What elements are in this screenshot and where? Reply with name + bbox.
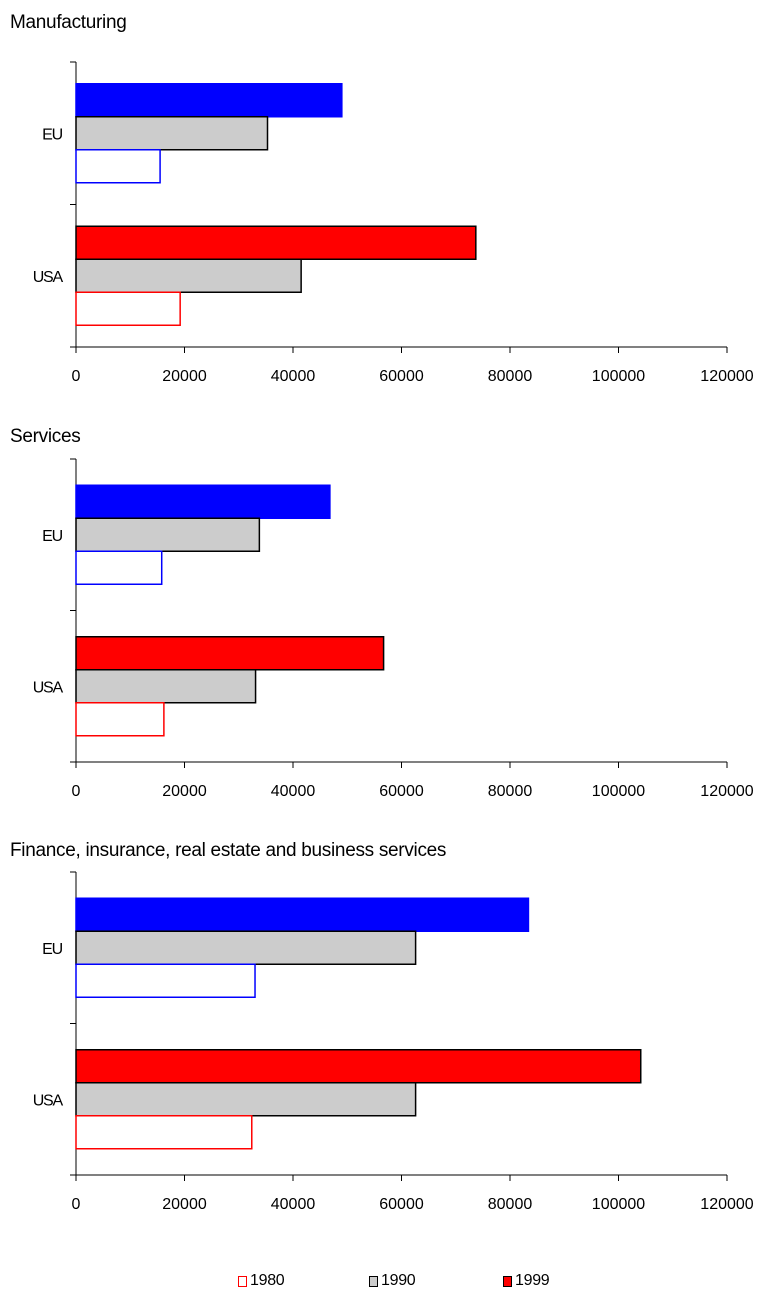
legend-item-1990: 1990 — [369, 1272, 416, 1290]
x-tick-label: 20000 — [162, 368, 207, 385]
bar-usa-1999 — [75, 636, 385, 671]
x-tick-label: 40000 — [271, 783, 316, 800]
bar-eu-1999 — [75, 484, 331, 519]
x-tick-label: 120000 — [700, 368, 753, 385]
bar-eu-1980 — [75, 550, 163, 585]
bar-usa-1990 — [75, 669, 257, 704]
bar-usa-1980 — [75, 1115, 253, 1150]
legend-item-1999: 1999 — [503, 1272, 550, 1290]
bar-usa-1990 — [75, 258, 302, 293]
bar-eu-1990 — [75, 517, 261, 552]
y-category-label: USA — [33, 679, 64, 696]
legend: 1980 1990 1999 — [0, 1272, 765, 1296]
bar-usa-1999 — [75, 1049, 642, 1084]
chart-title: Finance, insurance, real estate and busi… — [10, 840, 446, 861]
bar-eu-1999 — [75, 897, 530, 932]
bar-eu-1999 — [75, 83, 343, 118]
x-tick-label: 0 — [72, 368, 81, 385]
bar-usa-1999 — [75, 225, 477, 260]
x-tick-label: 100000 — [592, 1196, 645, 1213]
chart-title: Manufacturing — [10, 12, 127, 33]
legend-label-1999: 1999 — [515, 1272, 550, 1289]
x-tick-label: 60000 — [379, 368, 424, 385]
x-tick-label: 20000 — [162, 783, 207, 800]
bar-usa-1980 — [75, 702, 165, 737]
x-tick-label: 120000 — [700, 1196, 753, 1213]
bar-eu-1980 — [75, 963, 256, 998]
y-category-label: EU — [42, 126, 62, 143]
x-tick-label: 60000 — [379, 783, 424, 800]
legend-swatch-1999 — [503, 1275, 512, 1287]
x-tick-label: 80000 — [488, 1196, 533, 1213]
bar-usa-1980 — [75, 291, 181, 326]
x-tick-label: 100000 — [592, 368, 645, 385]
x-tick-label: 0 — [72, 783, 81, 800]
legend-label-1990: 1990 — [381, 1272, 416, 1289]
y-category-label: USA — [33, 1092, 64, 1109]
legend-label-1980: 1980 — [250, 1272, 285, 1289]
x-tick-label: 40000 — [271, 1196, 316, 1213]
x-tick-label: 20000 — [162, 1196, 207, 1213]
bar-eu-1990 — [75, 930, 417, 965]
x-tick-label: 120000 — [700, 783, 753, 800]
bar-usa-1990 — [75, 1082, 417, 1117]
y-category-label: EU — [42, 941, 62, 958]
x-tick-label: 80000 — [488, 783, 533, 800]
bar-eu-1990 — [75, 116, 269, 151]
y-category-label: USA — [33, 269, 64, 286]
x-tick-label: 80000 — [488, 368, 533, 385]
x-tick-label: 60000 — [379, 1196, 424, 1213]
x-tick-label: 100000 — [592, 783, 645, 800]
y-category-label: EU — [42, 528, 62, 545]
x-tick-label: 0 — [72, 1196, 81, 1213]
legend-swatch-1980 — [238, 1275, 247, 1287]
legend-item-1980: 1980 — [238, 1272, 285, 1290]
x-tick-label: 40000 — [271, 368, 316, 385]
legend-swatch-1990 — [369, 1275, 378, 1287]
bar-eu-1980 — [75, 149, 161, 184]
chart-title: Services — [10, 426, 80, 447]
